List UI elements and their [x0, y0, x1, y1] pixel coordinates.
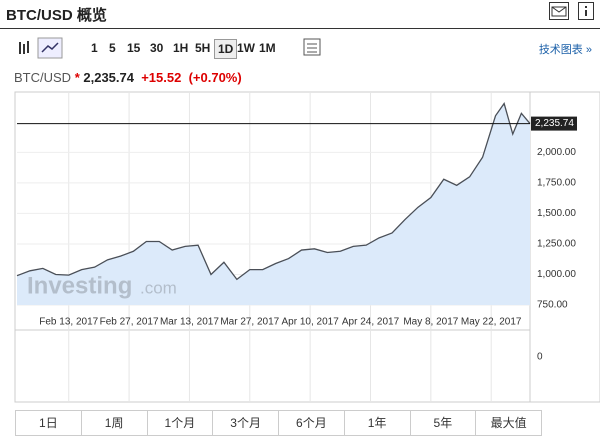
price: 2,235.74	[83, 70, 134, 85]
marker: *	[74, 70, 80, 85]
range-button[interactable]: 6个月	[279, 411, 345, 435]
settings-icon[interactable]	[302, 36, 324, 60]
y-tick-label: 1,250.00	[537, 239, 576, 250]
range-button[interactable]: 1年	[345, 411, 411, 435]
symbol: BTC/USD	[14, 70, 72, 85]
y-tick-label: 750.00	[537, 300, 568, 311]
x-tick-label: Mar 13, 2017	[160, 317, 219, 328]
interval-button[interactable]: 1H	[173, 41, 189, 55]
interval-button[interactable]: 30	[150, 41, 164, 55]
interval-button[interactable]: 5H	[195, 41, 211, 55]
divider	[0, 28, 600, 29]
plot-frame	[14, 91, 600, 403]
interval-button[interactable]: 1M	[259, 41, 276, 55]
x-tick-label: Mar 27, 2017	[220, 317, 279, 328]
interval-button[interactable]: 5	[109, 41, 116, 55]
y-tick-label: 1,000.00	[537, 269, 576, 280]
interval-button[interactable]: 1D	[214, 39, 238, 59]
interval-button[interactable]: 1W	[237, 41, 255, 55]
wm: .com	[140, 278, 177, 297]
range-button[interactable]: 1周	[82, 411, 148, 435]
x-tick-label: Feb 13, 2017	[39, 317, 98, 328]
change-pct: (+0.70%)	[188, 70, 242, 85]
area	[17, 103, 530, 305]
chart-type-icons[interactable]	[14, 36, 74, 60]
current-price-box	[531, 116, 577, 131]
range-bar: 1日 1周 1个月 3个月 6个月 1年 5年 最大值	[15, 410, 542, 436]
info-icon[interactable]	[578, 2, 594, 20]
chart: Feb 13, 2017 Feb 27, 2017 Mar 13, 2017 Mar …	[14, 91, 600, 403]
range-button[interactable]: 1日	[16, 411, 82, 435]
mail-icon[interactable]	[549, 2, 569, 20]
range-button[interactable]: 1个月	[148, 411, 214, 435]
title: BTC/USD 概览	[6, 7, 107, 24]
interval-button[interactable]: 15	[127, 41, 141, 55]
y-tick-label: 1,750.00	[537, 178, 576, 189]
range-button[interactable]: 5年	[411, 411, 477, 435]
price-line	[16, 102, 531, 281]
x-tick-label: Apr 24, 2017	[342, 317, 400, 328]
quote: BTC/USD * 2,235.74 +15.52 (+0.70%)	[14, 70, 242, 85]
x-tick-label: May 22, 2017	[461, 317, 522, 328]
change: +15.52	[141, 70, 182, 85]
wm: Investing	[27, 272, 132, 299]
tech-chart-link[interactable]: 技术图表 »	[538, 44, 592, 56]
volume-tick-label: 0	[537, 352, 543, 363]
y-tick-label: 1,500.00	[537, 208, 576, 219]
x-tick-label: May 8, 2017	[403, 317, 458, 328]
x-tick-label: Apr 10, 2017	[282, 317, 340, 328]
x-tick-label: Feb 27, 2017	[100, 317, 159, 328]
interval-button[interactable]: 1	[91, 41, 98, 55]
y-tick-label: 2,000.00	[537, 147, 576, 158]
range-button[interactable]: 最大值	[490, 416, 527, 430]
toolbar: 1 5 15 30 1H 5H 1D 1W 1M	[14, 36, 600, 60]
current-price-label: 2,235.74	[535, 118, 574, 129]
range-button[interactable]: 3个月	[213, 411, 279, 435]
